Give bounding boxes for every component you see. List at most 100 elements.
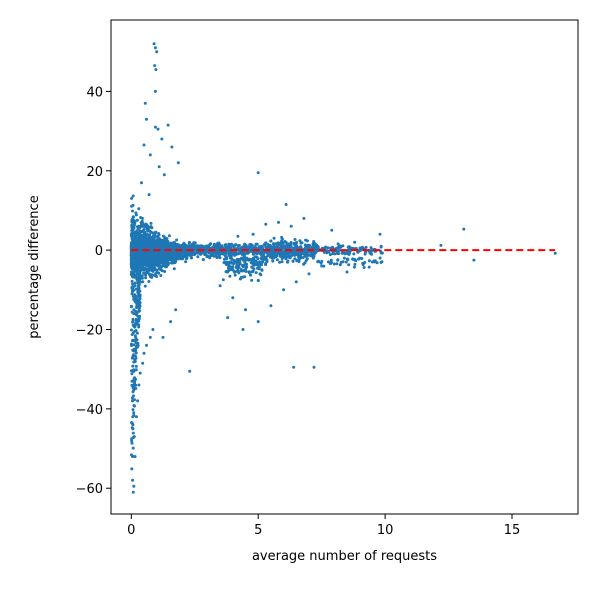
data-point <box>176 256 180 260</box>
data-point <box>251 269 255 273</box>
data-point <box>149 225 153 229</box>
data-point <box>191 251 195 255</box>
data-point <box>300 250 304 254</box>
data-point <box>341 244 345 248</box>
data-point <box>143 257 147 261</box>
data-point <box>275 258 279 262</box>
data-point <box>439 243 443 247</box>
data-point <box>236 258 240 261</box>
data-point <box>227 242 231 246</box>
data-point <box>130 383 134 387</box>
data-point <box>328 253 332 257</box>
x-tick-label: 0 <box>127 523 135 538</box>
data-point <box>312 244 316 248</box>
data-point <box>137 257 141 261</box>
data-point <box>153 46 157 50</box>
data-point <box>163 270 167 273</box>
data-point <box>288 251 292 255</box>
data-point <box>136 271 140 275</box>
data-point <box>131 194 135 198</box>
data-point <box>131 364 135 368</box>
data-point <box>231 265 235 269</box>
data-point <box>201 258 205 262</box>
data-point <box>154 254 158 257</box>
data-point <box>129 272 133 276</box>
data-point <box>134 415 138 419</box>
data-point <box>282 288 286 292</box>
data-point <box>236 234 240 238</box>
data-point <box>256 257 260 261</box>
data-point <box>265 260 269 264</box>
data-point <box>316 260 320 264</box>
data-point <box>177 243 181 247</box>
data-point <box>233 273 237 277</box>
data-point <box>157 165 161 169</box>
data-point <box>153 64 157 68</box>
data-point <box>135 242 139 246</box>
data-point <box>133 246 136 250</box>
data-point <box>137 287 141 291</box>
data-point <box>134 351 138 355</box>
data-point <box>222 252 226 256</box>
data-point <box>131 478 135 482</box>
data-point <box>346 258 350 261</box>
data-point <box>134 268 138 272</box>
data-point <box>289 224 293 228</box>
data-point <box>274 246 278 250</box>
data-point <box>252 267 256 271</box>
data-point <box>131 348 135 352</box>
data-point <box>238 277 242 281</box>
data-point <box>169 320 173 324</box>
y-tick-label: −40 <box>76 403 103 418</box>
data-point <box>256 320 260 324</box>
data-point <box>157 271 161 275</box>
data-point <box>220 244 224 248</box>
data-point <box>175 252 179 256</box>
data-point <box>130 344 133 347</box>
data-point <box>162 173 166 177</box>
data-point <box>196 255 200 259</box>
data-point <box>289 241 293 244</box>
data-point <box>132 435 136 439</box>
data-point <box>137 298 141 302</box>
data-point <box>131 219 135 222</box>
data-point <box>130 288 134 292</box>
data-point <box>143 284 147 288</box>
data-point <box>352 265 356 269</box>
data-point <box>132 377 136 381</box>
data-point <box>155 50 159 54</box>
data-point <box>258 272 262 276</box>
data-point <box>162 251 166 255</box>
data-point <box>160 241 164 245</box>
data-point <box>142 260 146 264</box>
data-point <box>328 262 332 266</box>
data-point <box>159 268 163 272</box>
data-point <box>153 125 157 129</box>
data-point <box>183 243 187 247</box>
data-point <box>241 328 245 331</box>
data-point <box>272 236 276 240</box>
data-point <box>340 251 344 255</box>
data-point <box>150 253 154 257</box>
data-point <box>253 250 257 254</box>
data-point <box>130 372 134 376</box>
data-point <box>149 243 153 247</box>
data-point <box>237 271 241 275</box>
data-point <box>192 246 196 250</box>
data-point <box>129 241 133 245</box>
data-point <box>137 308 141 312</box>
plot-area <box>129 42 557 494</box>
data-point <box>309 254 313 258</box>
data-point <box>329 258 333 262</box>
data-point <box>132 308 136 312</box>
data-point <box>272 242 275 246</box>
data-point <box>257 265 261 269</box>
data-point <box>133 252 137 256</box>
data-point <box>208 256 212 260</box>
data-point <box>141 280 145 284</box>
data-point <box>214 252 218 256</box>
data-point <box>167 234 171 238</box>
data-point <box>255 242 259 246</box>
data-point <box>133 404 136 408</box>
data-point <box>260 256 264 260</box>
